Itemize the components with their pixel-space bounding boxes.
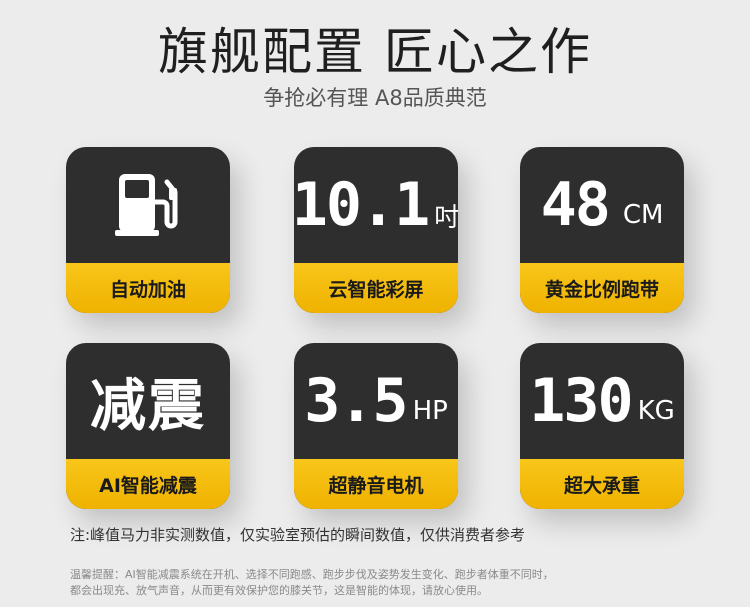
footer-line-2: 都会出现充、放气声音，从而更有效保护您的膝关节，这是智能的体现，请放心使用。: [70, 584, 488, 597]
feature-card-auto-fuel: 自动加油: [66, 147, 230, 313]
feature-label: 超大承重: [520, 459, 684, 509]
feature-unit: 吋: [434, 202, 458, 233]
feature-value: 减震: [90, 373, 206, 439]
page-title: 旗舰配置 匠心之作: [158, 23, 592, 81]
feature-value: 10.1: [294, 170, 430, 240]
feature-unit: HP: [412, 396, 448, 426]
feature-card-screen: 10.1 吋 云智能彩屏: [294, 147, 458, 313]
feature-card-load: 130 KG 超大承重: [520, 343, 684, 509]
feature-label: 超静音电机: [294, 459, 458, 509]
feature-label: AI智能减震: [66, 459, 230, 509]
feature-unit: KG: [637, 396, 675, 426]
page-subtitle: 争抢必有理 A8品质典范: [263, 86, 487, 110]
feature-value: 130: [529, 366, 633, 436]
footer-line-1: 温馨提醒：AI智能减震系统在开机、选择不同跑感、跑步步伐及姿势发生变化、跑步者体…: [70, 568, 554, 581]
feature-card-motor: 3.5 HP 超静音电机: [294, 343, 458, 509]
feature-value: 48: [540, 170, 611, 240]
fuel-pump-icon: [115, 174, 178, 236]
feature-label: 自动加油: [66, 263, 230, 313]
feature-label: 云智能彩屏: [294, 263, 458, 313]
feature-label: 黄金比例跑带: [520, 263, 684, 313]
feature-card-belt: 48 CM 黄金比例跑带: [520, 147, 684, 313]
disclaimer-note: 注:峰值马力非实测数值，仅实验室预估的瞬间数值，仅供消费者参考: [70, 526, 526, 544]
feature-unit: CM: [622, 200, 664, 230]
feature-card-shock: 减震 AI智能减震: [66, 343, 230, 509]
feature-value: 3.5: [304, 366, 408, 436]
